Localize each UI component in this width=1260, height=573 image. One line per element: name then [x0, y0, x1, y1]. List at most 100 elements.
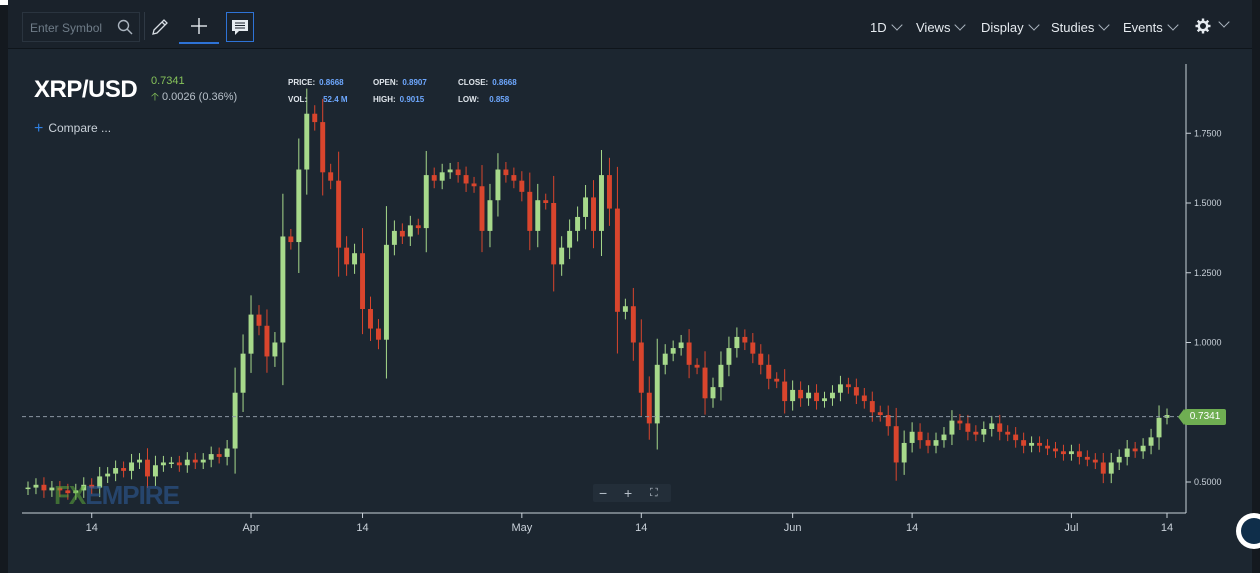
pencil-icon	[152, 19, 168, 35]
candle-down	[399, 230, 405, 237]
menu-events[interactable]: Events	[1123, 19, 1179, 35]
search-icon[interactable]	[117, 19, 133, 35]
search-input[interactable]: Enter Symbol	[30, 21, 103, 35]
menu-display[interactable]: Display	[981, 19, 1040, 35]
candle-up	[829, 392, 835, 399]
candle-down	[368, 309, 373, 329]
toolbar-separator	[144, 12, 145, 40]
crosshair-tool-button[interactable]	[185, 12, 213, 42]
x-tick-label: 14	[86, 522, 98, 534]
candles-layer	[25, 88, 1170, 500]
candle-down	[328, 172, 334, 181]
candle-up	[184, 459, 190, 466]
candle-up	[989, 423, 995, 429]
candle-up	[822, 398, 827, 402]
candle-up	[391, 230, 397, 245]
candle-up	[1108, 462, 1114, 474]
draw-tool-button[interactable]	[146, 12, 174, 42]
candle-up	[160, 462, 166, 466]
candle-up	[208, 454, 214, 460]
candle-down	[774, 378, 780, 382]
candle-down	[336, 180, 342, 248]
candle-up	[1116, 456, 1122, 463]
candle-up	[790, 389, 796, 402]
candle-up	[248, 314, 254, 354]
candle-down	[192, 459, 198, 463]
candle-down	[893, 426, 899, 463]
candle-down	[766, 364, 772, 379]
candle-up	[33, 484, 39, 488]
last-price: 0.7341	[151, 75, 185, 87]
candle-up	[407, 225, 413, 237]
ohlc-close: CLOSE: 0.8668	[458, 78, 517, 87]
candle-down	[1100, 462, 1106, 474]
candle-down	[885, 415, 891, 427]
price-change: 🡡 0.0026 (0.36%)	[151, 91, 238, 103]
candle-up	[981, 428, 987, 435]
candle-down	[877, 412, 883, 416]
candle-down	[1037, 442, 1043, 446]
symbol-search[interactable]: Enter Symbol	[22, 12, 140, 42]
candle-down	[479, 186, 485, 231]
candle-up	[25, 487, 31, 490]
info-tool-button[interactable]	[226, 12, 254, 42]
candle-down	[591, 197, 596, 231]
candle-up	[137, 459, 142, 463]
candle-down	[519, 180, 525, 192]
candle-up	[105, 473, 111, 477]
x-tick-label: Jul	[1064, 522, 1078, 534]
candle-up	[718, 364, 724, 388]
candle-down	[997, 423, 1003, 432]
candle-down	[1053, 448, 1058, 452]
fxempire-logo: FXEMPIRE	[54, 480, 180, 510]
candle-down	[686, 342, 692, 365]
ohlc-high: HIGH: 0.9015	[373, 95, 425, 104]
y-tick-label: 1.0000	[1194, 338, 1222, 348]
fullscreen-icon[interactable]: ⛶	[650, 487, 658, 499]
chat-button[interactable]	[1236, 513, 1260, 549]
candle-down	[614, 208, 620, 312]
candle-down	[1013, 434, 1019, 441]
candle-up	[439, 172, 445, 181]
candle-down	[463, 175, 469, 184]
candle-up	[423, 175, 429, 229]
candle-up	[670, 348, 676, 354]
candle-down	[742, 336, 748, 343]
menu-views[interactable]: Views	[916, 19, 967, 35]
candle-up	[933, 440, 939, 446]
candle-down	[1021, 440, 1027, 446]
compare-button[interactable]: + Compare ...	[34, 120, 112, 137]
menu-interval[interactable]: 1D	[870, 19, 903, 35]
candle-up	[559, 247, 565, 265]
y-tick-label: 1.7500	[1194, 128, 1222, 138]
candle-up	[909, 431, 915, 443]
candle-down	[455, 169, 461, 176]
zoom-in-button[interactable]: +	[624, 485, 633, 501]
y-tick-label: 1.2500	[1194, 268, 1222, 278]
candle-up	[73, 490, 79, 494]
menu-studies[interactable]: Studies	[1051, 19, 1111, 35]
candle-down	[917, 431, 923, 441]
candle-down	[312, 113, 318, 123]
candle-up	[383, 244, 389, 340]
zoom-out-button[interactable]: −	[599, 485, 608, 501]
candle-down	[65, 490, 71, 494]
candle-down	[511, 175, 517, 181]
candle-up	[304, 113, 310, 170]
candle-down	[1084, 456, 1090, 460]
candle-down	[176, 462, 182, 466]
candle-down	[750, 342, 756, 354]
candle-down	[145, 459, 150, 477]
candle-down	[694, 364, 700, 368]
candle-down	[925, 440, 931, 446]
settings-button[interactable]	[1195, 16, 1230, 34]
candle-down	[216, 454, 222, 457]
candle-up	[352, 253, 358, 265]
candle-up	[941, 434, 947, 441]
candle-down	[758, 353, 764, 365]
candle-up	[901, 442, 907, 463]
candle-up	[495, 169, 501, 201]
candle-up	[200, 459, 206, 463]
candle-down	[41, 484, 47, 491]
